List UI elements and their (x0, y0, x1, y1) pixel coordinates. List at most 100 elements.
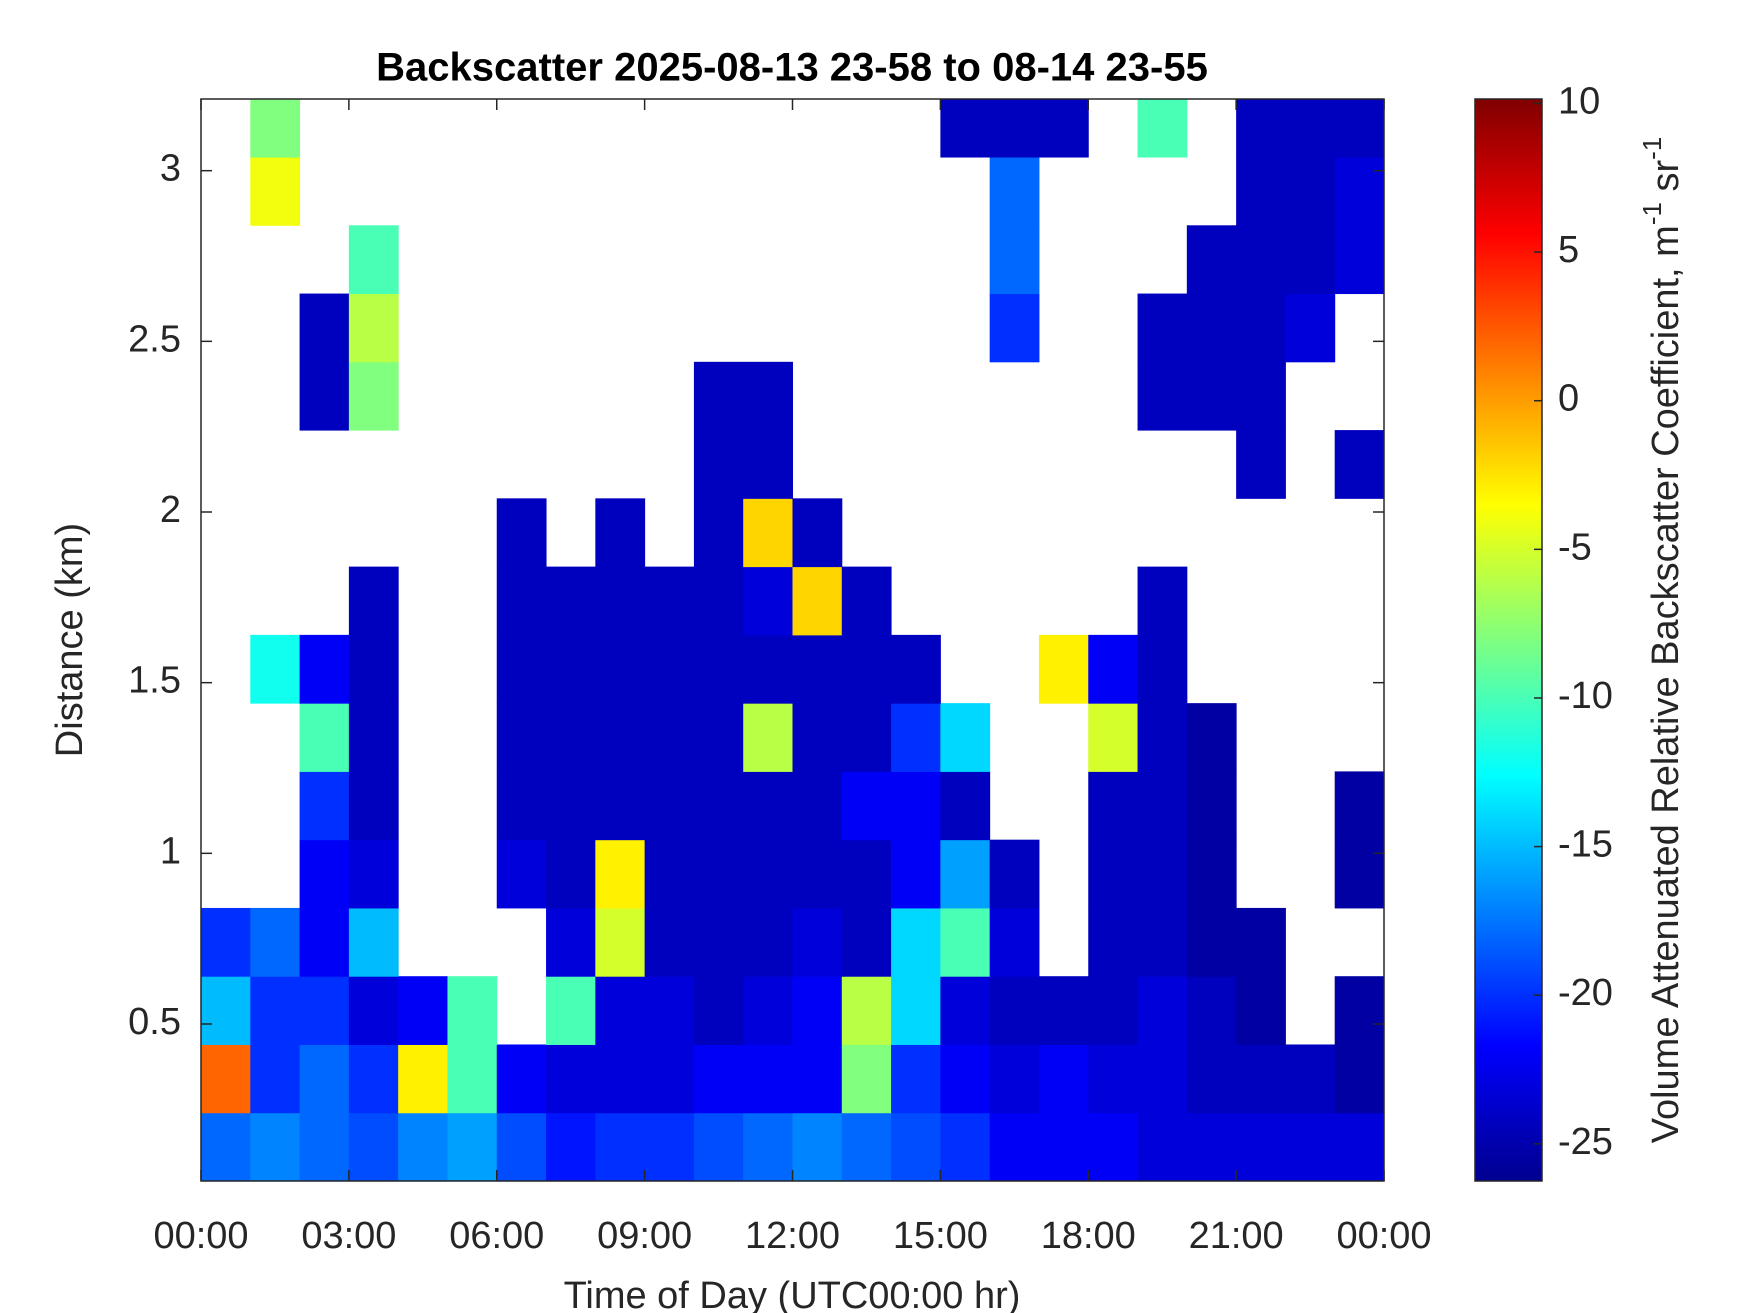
y-axis-label: Distance (km) (49, 523, 91, 757)
heatmap-cell (989, 157, 1040, 226)
heatmap-cell (743, 1044, 793, 1114)
heatmap-cell (1038, 976, 1089, 1045)
x-tick-label: 15:00 (893, 1215, 988, 1257)
heatmap-cell (348, 361, 399, 431)
heatmap-cell (1334, 1112, 1384, 1181)
heatmap-cell (693, 703, 744, 772)
heatmap-cell (1137, 907, 1188, 977)
heatmap-cell (1186, 225, 1237, 295)
heatmap-cell (989, 1044, 1040, 1114)
heatmap-cell (546, 703, 596, 772)
heatmap-cell (299, 976, 350, 1045)
heatmap-cell (1236, 976, 1286, 1045)
heatmap-cell (743, 703, 793, 772)
heatmap-cell (595, 703, 646, 772)
heatmap-cell (1137, 839, 1188, 909)
heatmap-cell (792, 839, 843, 909)
heatmap-cell (496, 1044, 547, 1114)
heatmap-cell (496, 1112, 547, 1181)
heatmap-cell (792, 703, 843, 772)
x-tick-label: 21:00 (1189, 1215, 1284, 1257)
heatmap-cell (1186, 1112, 1237, 1181)
heatmap-cell (841, 839, 892, 909)
heatmap-cell (299, 634, 350, 704)
heatmap-cell (1137, 976, 1188, 1045)
heatmap-cell (1088, 976, 1139, 1045)
colorbar-label: Volume Attenuated Relative Backscatter C… (1637, 137, 1687, 1144)
x-tick-label: 00:00 (1336, 1215, 1431, 1257)
colorbar-tick-label: -20 (1558, 972, 1613, 1014)
y-tick-label: 1.5 (128, 660, 181, 702)
x-tick-label: 03:00 (301, 1215, 396, 1257)
heatmap-cell (1137, 703, 1188, 772)
heatmap-cells (201, 99, 1384, 1181)
heatmap-cell (792, 976, 843, 1045)
heatmap-cell (201, 1044, 251, 1114)
heatmap-cell (644, 634, 695, 704)
heatmap-cell (743, 566, 793, 636)
heatmap-cell (1334, 771, 1384, 841)
heatmap-cell (743, 1112, 793, 1181)
heatmap-cell (989, 839, 1040, 909)
heatmap-cell (546, 771, 596, 841)
heatmap-cell (1038, 634, 1089, 704)
heatmap-cell (1038, 1112, 1089, 1181)
heatmap-cell (891, 771, 941, 841)
heatmap-cell (1236, 225, 1286, 295)
heatmap-cell (595, 1112, 646, 1181)
heatmap-cell (644, 566, 695, 636)
heatmap-cell (841, 907, 892, 977)
heatmap-cell (398, 1044, 448, 1114)
colorbar-tick-label: -10 (1558, 675, 1613, 717)
heatmap-cell (1334, 839, 1384, 909)
heatmap-cell (989, 976, 1040, 1045)
heatmap-cell (595, 566, 646, 636)
heatmap-cell (1334, 157, 1384, 226)
heatmap-cell (940, 1112, 991, 1181)
heatmap-cell (398, 976, 448, 1045)
y-tick-label: 3 (160, 148, 181, 190)
heatmap-cell (940, 1044, 991, 1114)
heatmap-cell (1186, 839, 1237, 909)
heatmap-cell (644, 703, 695, 772)
heatmap-cell (250, 907, 301, 977)
heatmap-cell (743, 498, 793, 568)
y-tick-label: 1 (160, 830, 181, 872)
heatmap-cell (299, 1044, 350, 1114)
heatmap-cell (447, 976, 498, 1045)
heatmap-cell (792, 907, 843, 977)
heatmap-cell (693, 634, 744, 704)
heatmap-cell (1186, 1044, 1237, 1114)
heatmap-cell (201, 1112, 251, 1181)
heatmap-cell (595, 634, 646, 704)
heatmap-cell (546, 907, 596, 977)
x-tick-label: 06:00 (449, 1215, 544, 1257)
heatmap-cell (1236, 430, 1286, 499)
heatmap-cell (1038, 99, 1089, 158)
heatmap-cell (693, 976, 744, 1045)
heatmap-cell (1186, 293, 1237, 363)
heatmap-cell (1334, 430, 1384, 499)
heatmap-cell (348, 293, 399, 363)
heatmap-cell (1285, 225, 1336, 295)
colorbar-tick-label: 5 (1558, 229, 1579, 271)
colorbar-label-text: Volume Attenuated Relative Backscatter C… (1645, 225, 1687, 1143)
heatmap-cell (250, 1044, 301, 1114)
heatmap-cell (299, 1112, 350, 1181)
heatmap-cell (940, 907, 991, 977)
heatmap-cell (644, 976, 695, 1045)
heatmap-cell (841, 634, 892, 704)
heatmap-cell (496, 634, 547, 704)
heatmap-cell (693, 361, 744, 431)
y-tick-label: 2 (160, 489, 181, 531)
heatmap-cell (1137, 566, 1188, 636)
heatmap-cell (1137, 634, 1188, 704)
heatmap-cell (299, 907, 350, 977)
colorbar-tick-label: -15 (1558, 824, 1613, 866)
y-tick-label: 0.5 (128, 1001, 181, 1043)
heatmap-cell (250, 976, 301, 1045)
heatmap-cell (891, 976, 941, 1045)
heatmap-cell (1334, 225, 1384, 295)
heatmap-cell (1137, 361, 1188, 431)
heatmap-cell (989, 907, 1040, 977)
